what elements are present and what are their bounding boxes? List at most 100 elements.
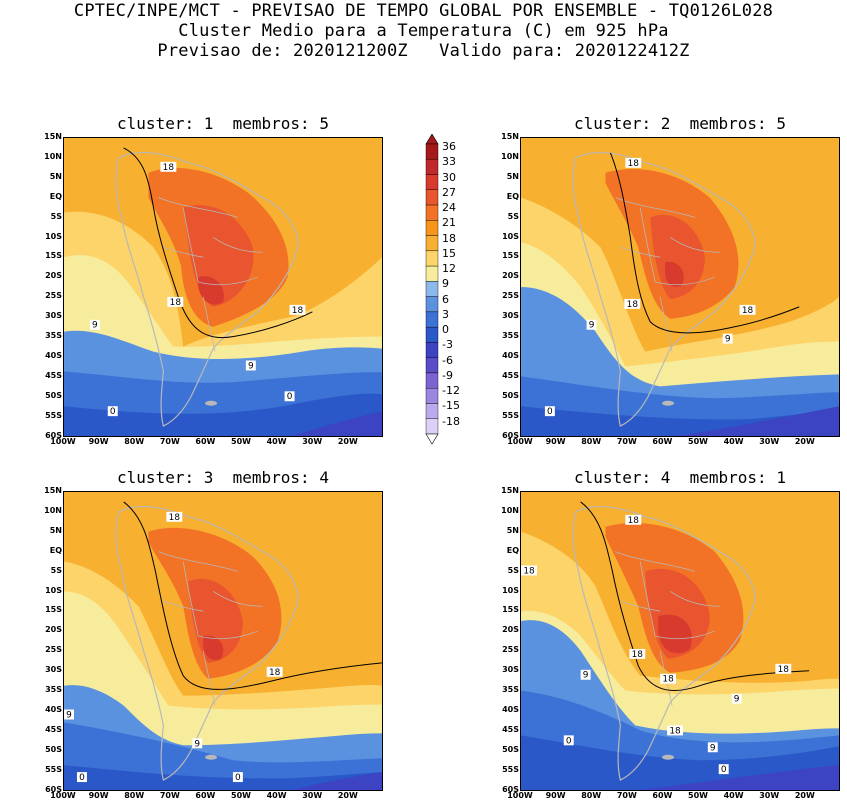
longitude-label: 80W (124, 437, 145, 446)
contour-label-box (245, 360, 256, 371)
contour-label-box (739, 304, 756, 315)
header-line-2: Cluster Medio para a Temperatura (C) em … (178, 21, 669, 41)
latitude-label: 10S (502, 585, 519, 595)
panel-title-3: cluster: 3 membros: 4 (117, 468, 329, 487)
colorbar-label: 27 (442, 185, 456, 199)
country-border (615, 197, 696, 218)
longitude-label: 80W (581, 791, 602, 800)
country-border (158, 197, 239, 218)
longitude-label: 40W (266, 437, 287, 446)
colorbar-max-arrow (425, 134, 439, 145)
latitude-label: 15S (502, 251, 519, 261)
colorbar-swatch (425, 235, 439, 252)
country-border (212, 591, 263, 607)
latitude-label: 10S (45, 231, 62, 241)
contour-label-box (580, 669, 591, 680)
contour-label: 18 (628, 159, 640, 169)
hot-region (650, 214, 705, 299)
contour-label: 18 (169, 513, 181, 523)
falkland-islands (662, 754, 675, 760)
contour-label: 18 (163, 163, 175, 173)
falkland-islands (662, 400, 675, 406)
panel-title-2: cluster: 2 membros: 5 (574, 114, 786, 133)
contour-label-box (232, 772, 243, 783)
temperature-band (640, 765, 839, 790)
temperature-band (292, 411, 382, 436)
colorbar-label: 9 (442, 277, 449, 291)
latitude-label: 5S (507, 211, 519, 221)
country-border (163, 600, 204, 612)
temperature-field: 18 18 18 9 9 0 0 (64, 138, 382, 436)
longitude-label: 100W (50, 437, 76, 446)
country-border (639, 561, 656, 637)
latitude-label: 15S (45, 251, 62, 261)
colorbar-label: -18 (442, 414, 460, 428)
contour-label-box (625, 514, 642, 525)
latitude-label: 55S (502, 764, 519, 774)
contour-label: 18 (628, 516, 640, 526)
latitude-label: 45S (45, 370, 62, 380)
colorbar-label: 36 (442, 140, 456, 153)
temperature-field: 18 18 18 9 9 0 (521, 138, 839, 436)
contour-label-box (544, 406, 555, 417)
header-line-1: CPTEC/INPE/MCT - PREVISAO DE TEMPO GLOBA… (73, 1, 774, 21)
header-line-3: Previsao de: 2020121200Z Valido para: 20… (157, 41, 690, 61)
contour-label: 18 (292, 306, 304, 316)
country-border (655, 630, 715, 640)
longitude-label: 60W (195, 791, 216, 800)
contour-label-box (625, 157, 642, 168)
latitude-label: 15N (501, 132, 519, 141)
longitude-label: 30W (759, 791, 780, 800)
country-border (669, 237, 720, 253)
colorbar-swatch (425, 388, 439, 404)
longitude-label: 20W (794, 437, 815, 446)
falkland-islands (205, 754, 218, 760)
contour-label: 9 (583, 671, 589, 681)
latitude-label: 30S (502, 311, 519, 321)
latitude-label: 50S (45, 390, 62, 400)
contour-label: 9 (734, 695, 740, 705)
latitude-label: 30S (45, 665, 62, 675)
country-border (163, 246, 204, 258)
colorbar-swatch (425, 372, 439, 389)
contour-label-box (192, 738, 203, 749)
latitude-label: 20S (45, 271, 62, 281)
colorbar-swatch (425, 418, 439, 435)
coastline (115, 505, 300, 781)
contour-label-box (107, 406, 118, 417)
contour-label-box (160, 161, 177, 172)
contour-label-box (284, 391, 295, 402)
longitude-label: 80W (124, 791, 145, 800)
colorbar-label: -6 (442, 353, 453, 367)
longitude-label: 20W (794, 791, 815, 800)
latitude-label: 40S (45, 704, 62, 714)
contour-line (610, 152, 800, 334)
temperature-band (64, 765, 382, 790)
panel-title-1: cluster: 1 membros: 5 (117, 114, 329, 133)
colorbar-swatch (425, 311, 439, 328)
contour-line (580, 501, 810, 691)
colorbar-swatch (425, 403, 439, 419)
latitude-label: 55S (45, 764, 62, 774)
country-border (202, 650, 216, 706)
map-panel-cluster-3: 18 18 9 9 0 0 (63, 491, 383, 791)
longitude-label: 50W (231, 437, 251, 446)
latitude-label: 25S (502, 291, 519, 301)
country-border (198, 630, 258, 640)
contour-label: 18 (778, 665, 790, 675)
colorbar-label: 12 (442, 262, 456, 276)
latitude-label: 40S (502, 704, 519, 714)
contour-label-box (521, 565, 537, 576)
country-border (615, 551, 696, 572)
longitude-label: 70W (616, 791, 637, 800)
latitude-label: 5S (507, 565, 519, 575)
contour-label: 9 (92, 321, 98, 331)
panel-title-4: cluster: 4 membros: 1 (574, 468, 786, 487)
latitude-label: 60S (45, 430, 62, 440)
country-border (659, 296, 673, 352)
country-border (620, 246, 661, 258)
contour-label: 9 (710, 743, 716, 753)
contour-label: 18 (632, 650, 644, 660)
map-panel-cluster-1: 18 18 18 9 9 0 0 (63, 137, 383, 437)
longitude-label: 20W (337, 791, 358, 800)
